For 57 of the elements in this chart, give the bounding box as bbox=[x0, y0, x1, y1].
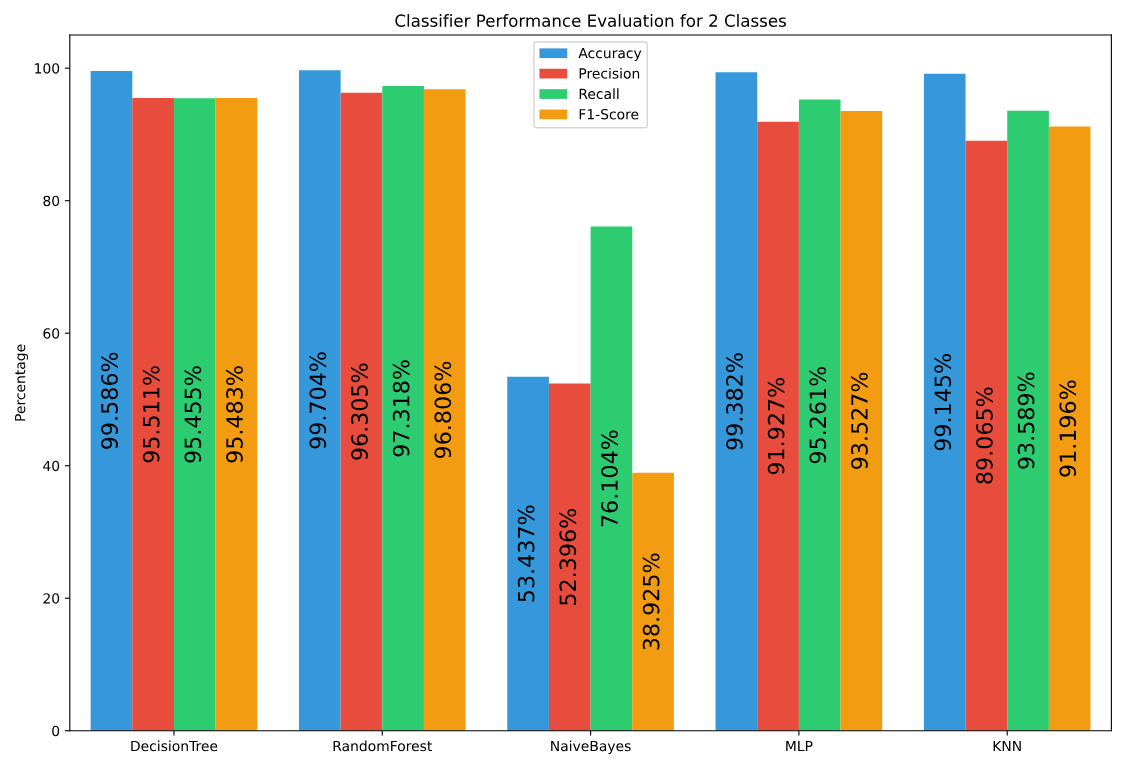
data-label: 95.455% bbox=[184, 366, 202, 463]
legend-label: Recall bbox=[579, 88, 619, 100]
bar bbox=[382, 85, 424, 731]
chart-title: Classifier Performance Evaluation for 2 Classes bbox=[395, 14, 786, 27]
y-axis-title: Percentage bbox=[15, 344, 29, 421]
y-tick-label: 20 bbox=[43, 593, 60, 604]
bar bbox=[1007, 110, 1049, 731]
data-label: 97.318% bbox=[392, 360, 410, 457]
data-label: 91.196% bbox=[1059, 380, 1077, 477]
data-label: 95.483% bbox=[226, 366, 243, 463]
data-label: 89.065% bbox=[976, 387, 993, 484]
y-tick-label: 80 bbox=[43, 195, 60, 207]
x-tick-label: NaiveBayes bbox=[551, 740, 631, 754]
bar bbox=[507, 376, 549, 731]
bar bbox=[132, 97, 174, 731]
bar bbox=[1048, 126, 1091, 731]
bar bbox=[215, 98, 258, 731]
bar bbox=[798, 99, 841, 731]
data-label: 52.396% bbox=[559, 508, 577, 605]
data-label: 95.261% bbox=[809, 366, 827, 464]
bar bbox=[965, 140, 1008, 731]
data-label: 99.382% bbox=[726, 353, 743, 450]
y-tick-label: 100 bbox=[35, 63, 60, 74]
legend-label: Precision bbox=[579, 67, 640, 79]
data-label: 99.586% bbox=[101, 352, 118, 449]
bar bbox=[590, 226, 633, 731]
bar bbox=[173, 98, 216, 731]
data-label: 93.527% bbox=[851, 372, 868, 469]
y-tick-label: 60 bbox=[43, 328, 60, 339]
data-label: 96.305% bbox=[351, 363, 368, 460]
x-tick-label: DecisionTree bbox=[131, 740, 218, 752]
bar bbox=[632, 472, 674, 731]
y-tick-label: 0 bbox=[52, 725, 60, 737]
data-label: 76.104% bbox=[601, 430, 618, 527]
bar bbox=[715, 72, 758, 731]
y-tick-label: 40 bbox=[43, 460, 60, 472]
legend-label: Accuracy bbox=[578, 47, 642, 61]
data-label: 99.704% bbox=[309, 352, 327, 449]
x-tick-label: KNN bbox=[993, 740, 1021, 752]
bar bbox=[90, 70, 133, 731]
x-tick-label: MLP bbox=[786, 740, 813, 752]
data-label: 95.511% bbox=[142, 366, 160, 463]
bar bbox=[840, 111, 883, 731]
bar bbox=[298, 70, 341, 731]
data-label: 91.927% bbox=[767, 378, 785, 475]
x-tick-label: RandomForest bbox=[333, 740, 432, 752]
data-label: 99.145% bbox=[934, 354, 952, 451]
data-label: 53.437% bbox=[517, 505, 535, 602]
bar bbox=[923, 73, 966, 731]
bar bbox=[548, 383, 591, 731]
bar bbox=[757, 121, 799, 731]
bar bbox=[423, 89, 466, 731]
legend-label: F1-Score bbox=[579, 108, 639, 120]
data-label: 93.589% bbox=[1017, 372, 1035, 469]
data-label: 38.925% bbox=[642, 553, 660, 650]
data-label: 96.806% bbox=[434, 361, 452, 459]
bar bbox=[340, 92, 383, 731]
